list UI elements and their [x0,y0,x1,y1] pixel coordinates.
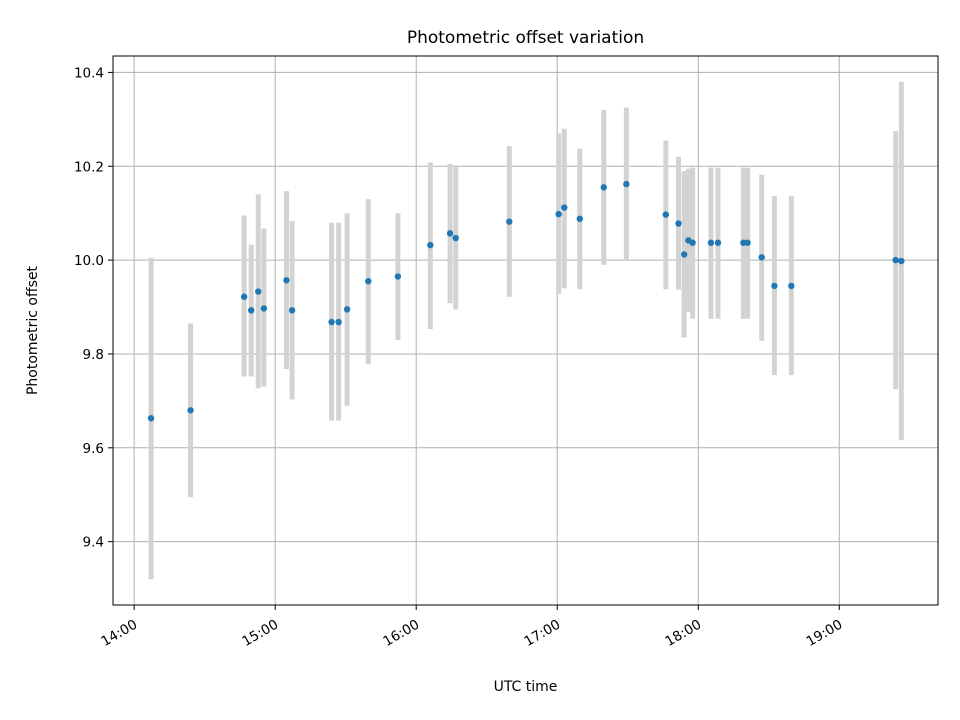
data-point [892,256,899,264]
data-point [555,210,562,218]
data-points [147,180,905,422]
data-point [600,184,607,191]
y-axis-ticks: 9.4 9.6 9.8 10.0 10.2 10.4 [74,65,113,551]
y-tick-label: 9.4 [83,535,104,551]
y-tick-label: 10.2 [74,159,104,175]
data-point [240,293,248,300]
data-point [506,218,513,225]
data-point [561,204,568,211]
data-point [187,407,194,414]
data-point [365,278,372,285]
data-point [335,318,342,326]
data-point [343,306,351,313]
data-point [707,239,715,246]
data-point [898,257,905,265]
data-point [394,273,402,280]
plot-area [113,56,938,605]
y-tick-label: 9.8 [83,347,104,363]
data-point [576,215,583,223]
y-tick-label: 9.6 [83,441,104,457]
data-point [662,211,670,218]
data-point [427,241,434,249]
data-point [260,305,268,312]
data-point [675,220,682,227]
data-point [744,239,751,246]
data-point [446,230,454,237]
data-point [788,282,795,290]
data-point [714,239,722,246]
data-point [680,251,688,258]
chart-title: Photometric offset variation [407,28,644,48]
data-point [452,234,459,242]
data-point [288,307,296,314]
data-point [255,288,262,295]
data-point [771,282,778,290]
data-point [147,415,155,422]
y-tick-label: 10.4 [74,65,104,81]
y-tick-label: 10.0 [74,253,104,269]
data-point [283,277,290,284]
data-point [248,307,255,314]
plot-frame [112,55,939,606]
data-point [758,254,765,261]
data-point [689,239,696,246]
x-axis-label: UTC time [494,679,558,695]
data-point [623,180,630,188]
y-axis-label: Photometric offset [25,265,41,395]
data-point [328,318,335,326]
